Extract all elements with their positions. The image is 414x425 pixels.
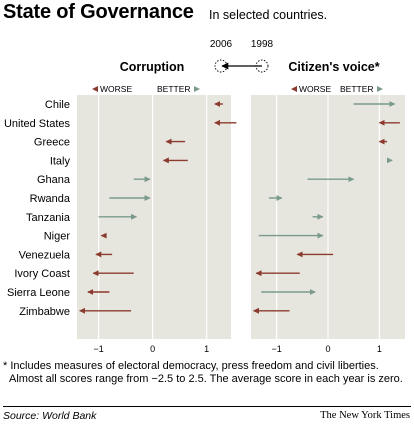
corruption-tick-label: 0 xyxy=(150,344,155,354)
worse-triangle-icon xyxy=(92,86,98,92)
corruption-tick-label: 1 xyxy=(204,344,209,354)
better-triangle-icon xyxy=(194,86,200,92)
country-label: Ghana xyxy=(37,174,71,186)
voice-tick-label: 0 xyxy=(325,344,330,354)
arrow-marks xyxy=(79,101,400,314)
worse-label: WORSE xyxy=(299,84,331,94)
footnote-line-1: * Includes measures of electoral democra… xyxy=(3,360,379,372)
country-label: Italy xyxy=(50,155,71,167)
voice-direction-labels: WORSE BETTER xyxy=(291,84,383,94)
corruption-panel-title: Corruption xyxy=(120,60,185,74)
corruption-direction-labels: WORSE BETTER xyxy=(92,84,200,94)
arrow-key-legend: 2006 1998 xyxy=(210,39,274,73)
governance-chart: 2006 1998 Corruption Citizen's voice* WO… xyxy=(4,39,405,354)
page-subtitle: In selected countries. xyxy=(209,8,328,22)
country-label: Rwanda xyxy=(30,193,71,205)
country-label: Venezuela xyxy=(19,249,71,261)
worse-triangle-icon xyxy=(291,86,297,92)
source-note: Source: World Bank xyxy=(3,410,97,422)
country-label: Tanzania xyxy=(26,212,71,224)
country-label: Ivory Coast xyxy=(14,268,70,280)
page-title: State of Governance xyxy=(3,1,194,23)
better-label: BETTER xyxy=(157,84,191,94)
key-from-label: 2006 xyxy=(210,39,233,50)
country-labels: Chile United States Greece Italy Ghana Rwanda… xyxy=(4,99,71,318)
better-label: BETTER xyxy=(340,84,374,94)
country-label: Chile xyxy=(45,99,70,111)
country-label: United States xyxy=(4,118,71,130)
worse-label: WORSE xyxy=(100,84,132,94)
footnote-line-2: Almost all scores range from −2.5 to 2.5… xyxy=(9,373,403,385)
key-to-label: 1998 xyxy=(251,39,274,50)
voice-tick-label: −1 xyxy=(272,344,282,354)
country-label: Niger xyxy=(44,231,71,243)
country-label: Zimbabwe xyxy=(19,306,70,318)
country-label: Greece xyxy=(34,137,70,149)
axis-ticks: −1 0 1 −1 0 1 xyxy=(93,344,381,354)
corruption-tick-label: −1 xyxy=(93,344,103,354)
country-label: Sierra Leone xyxy=(7,287,70,299)
better-triangle-icon xyxy=(377,86,383,92)
voice-panel-title: Citizen's voice* xyxy=(288,60,379,74)
voice-tick-label: 1 xyxy=(377,344,382,354)
footer-rule xyxy=(3,406,411,407)
credit-line: The New York Times xyxy=(320,410,410,421)
